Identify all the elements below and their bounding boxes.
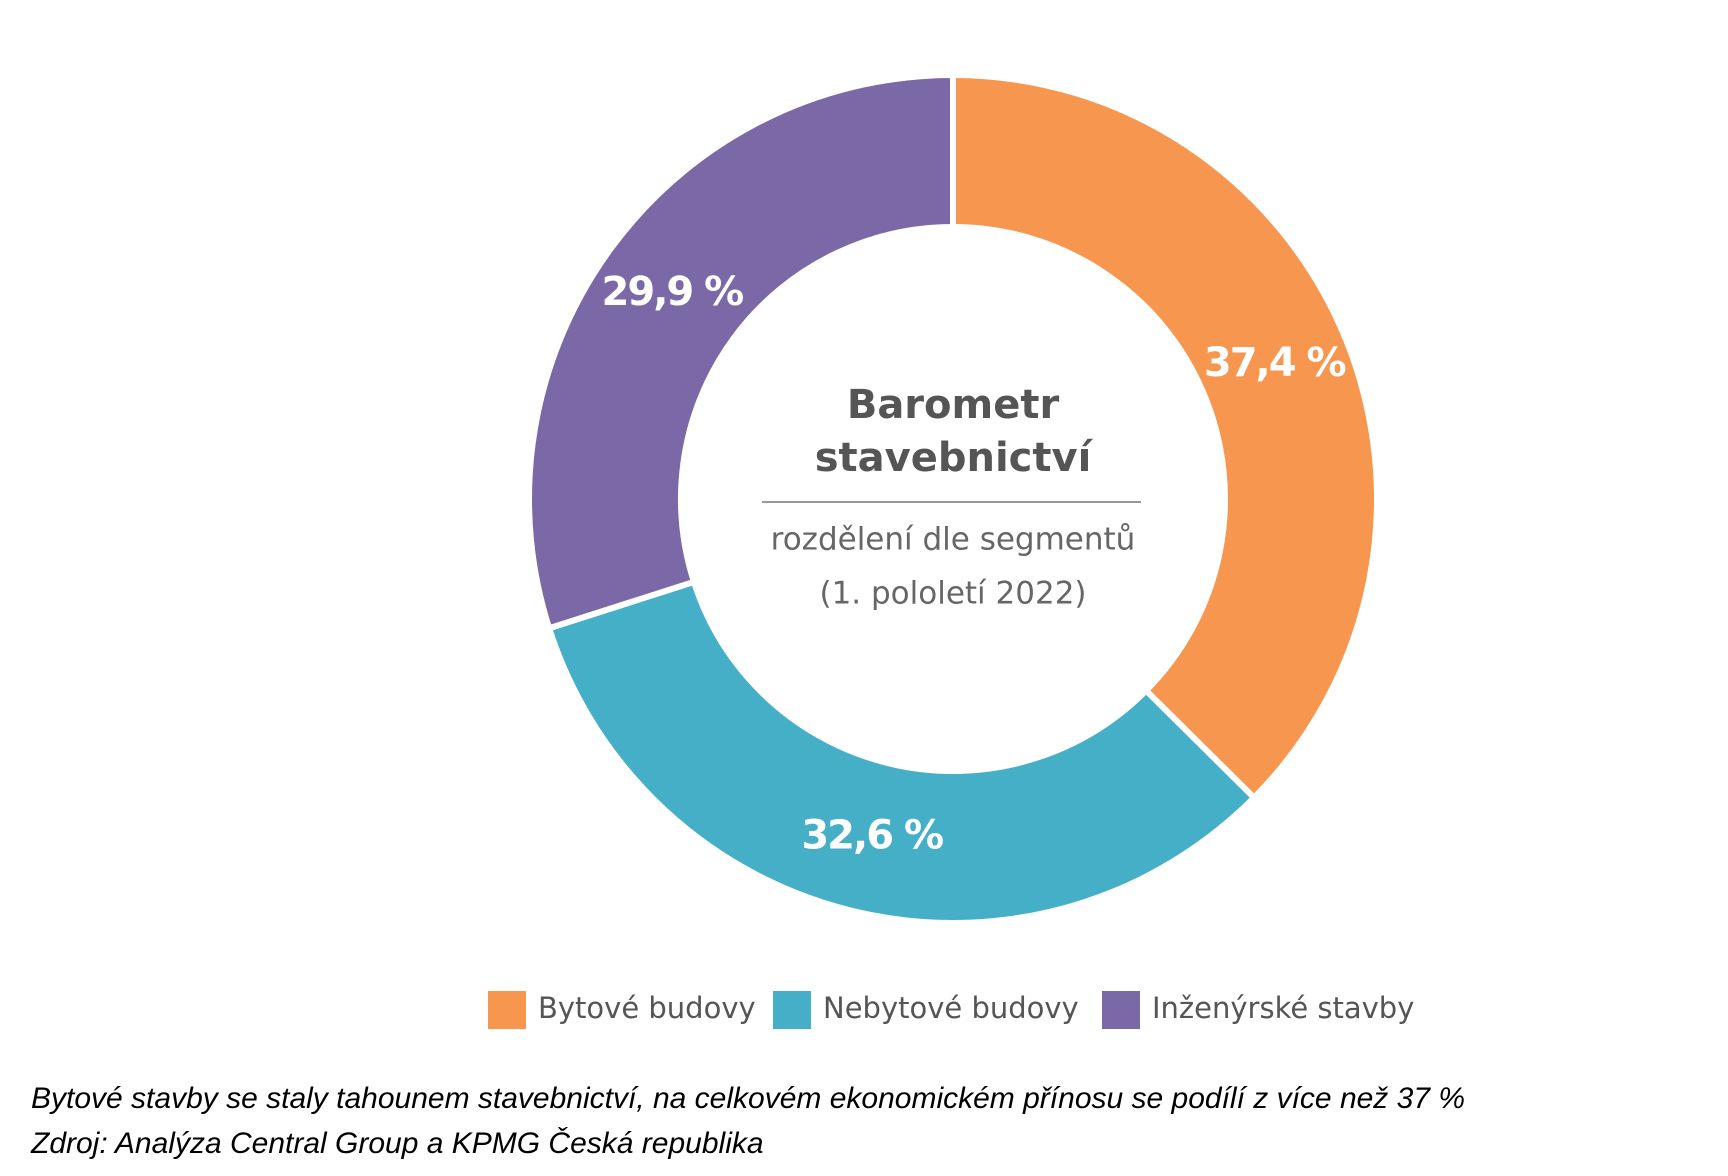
slice [545, 578, 1259, 926]
legend-label: Bytové budovy [538, 991, 756, 1025]
center-subtitle: (1. pololetí 2022) [819, 576, 1086, 612]
slice [526, 71, 956, 633]
center-subtitle: rozdělení dle segmentů [771, 522, 1136, 558]
slice [950, 71, 1380, 802]
data-label: 32,6 % [801, 812, 943, 858]
center-title: stavebnictví [815, 435, 1094, 481]
legend-swatch [1102, 991, 1140, 1029]
caption: Zdroj: Analýza Central Group a KPMG Česk… [30, 1126, 764, 1160]
legend-label: Inženýrské stavby [1152, 991, 1414, 1025]
center-title: Barometr [847, 382, 1060, 428]
data-label: 37,4 % [1204, 340, 1346, 386]
legend-swatch [488, 991, 526, 1029]
legend-label: Nebytové budovy [823, 991, 1079, 1025]
caption: Bytové stavby se staly tahounem stavebni… [31, 1082, 1465, 1115]
data-label: 29,9 % [602, 269, 744, 315]
legend-swatch [773, 991, 811, 1029]
